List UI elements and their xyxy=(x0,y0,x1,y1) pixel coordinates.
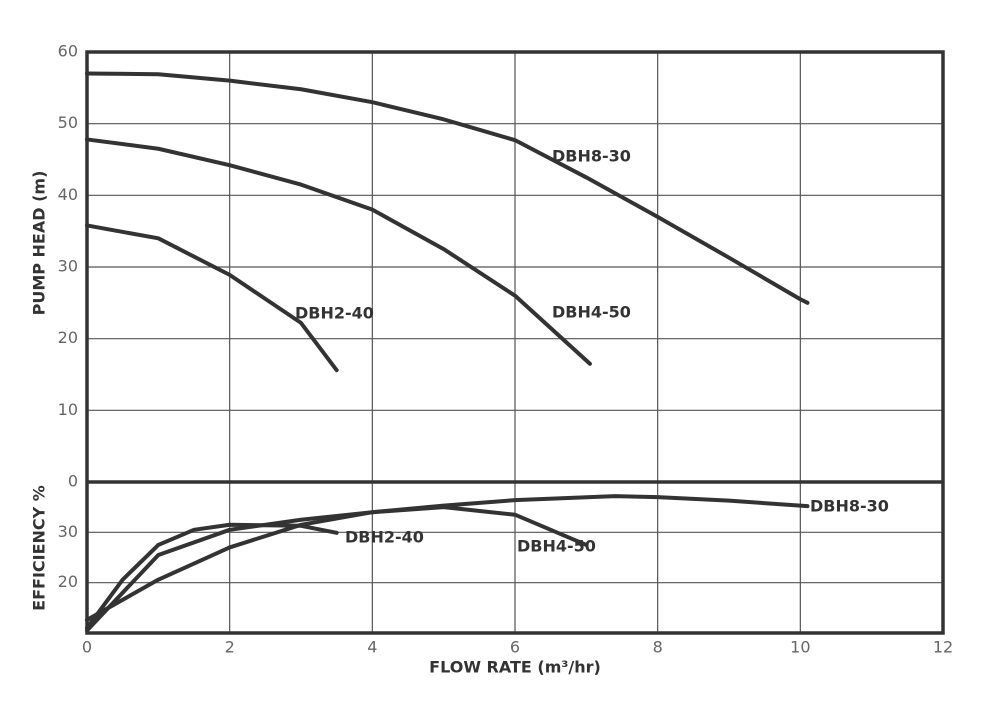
y-tick-label: 60 xyxy=(58,42,78,61)
y-tick-label: 0 xyxy=(68,472,78,491)
series-label: DBH8-30 xyxy=(552,147,631,166)
x-tick-label: 10 xyxy=(790,638,810,657)
y-tick-label: 40 xyxy=(58,185,78,204)
series-line xyxy=(85,223,339,373)
x-tick-label: 0 xyxy=(82,638,92,657)
series-label: DBH4-50 xyxy=(552,303,631,322)
series-label: DBH2-40 xyxy=(295,304,374,323)
x-tick-label: 8 xyxy=(653,638,663,657)
y-tick-label: 20 xyxy=(58,572,78,591)
y-axis-label: EFFICIENCY % xyxy=(30,485,49,611)
series-line xyxy=(85,71,810,305)
series-label: DBH4-50 xyxy=(517,537,596,556)
x-axis-label: FLOW RATE (m³/hr) xyxy=(429,658,601,677)
x-tick-label: 2 xyxy=(225,638,235,657)
series-line xyxy=(85,505,589,622)
series-line xyxy=(85,137,592,366)
y-axis-label: PUMP HEAD (m) xyxy=(30,171,49,316)
x-tick-label: 6 xyxy=(510,638,520,657)
y-tick-label: 10 xyxy=(58,400,78,419)
y-tick-label: 50 xyxy=(58,113,78,132)
series-line xyxy=(85,522,339,630)
series-label: DBH2-40 xyxy=(345,528,424,547)
x-tick-label: 12 xyxy=(933,638,953,657)
y-tick-label: 30 xyxy=(58,257,78,276)
y-tick-label: 20 xyxy=(58,328,78,347)
series-label: DBH8-30 xyxy=(810,497,889,516)
y-tick-label: 30 xyxy=(58,522,78,541)
x-tick-label: 4 xyxy=(367,638,377,657)
plot-frame xyxy=(85,50,945,635)
